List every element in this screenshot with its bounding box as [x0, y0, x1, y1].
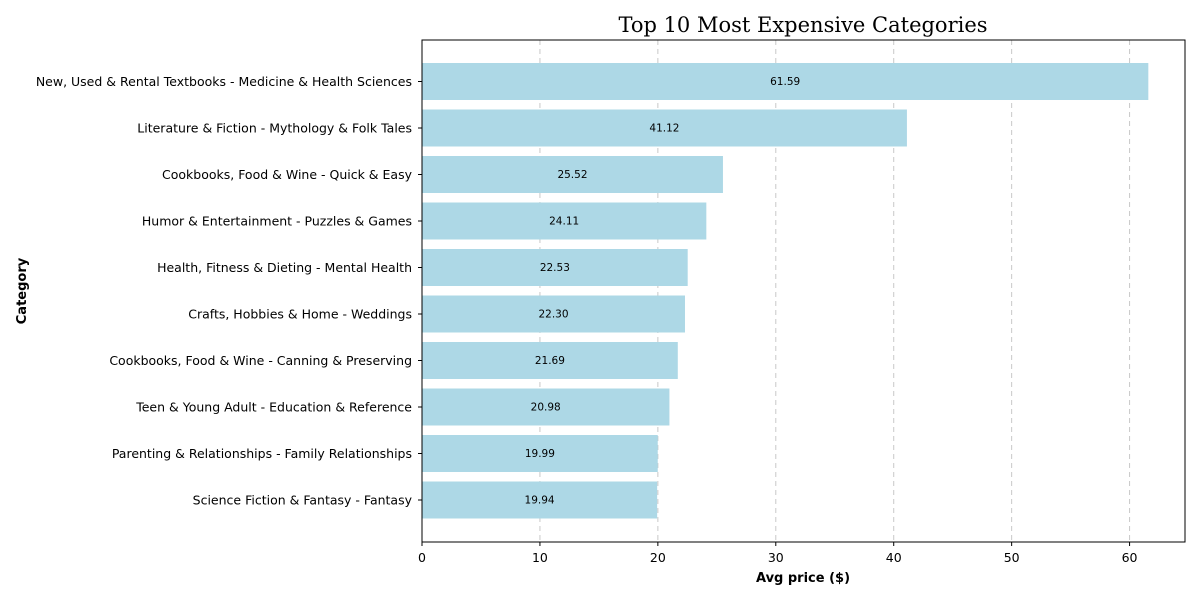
category-label: Science Fiction & Fantasy - Fantasy: [193, 493, 413, 508]
category-label: Parenting & Relationships - Family Relat…: [112, 446, 412, 461]
bar-value-label: 19.94: [525, 495, 555, 507]
value-labels: 61.59 41.12 25.52 24.11 22.53 22.30 21.69 20.98…: [525, 76, 801, 507]
bar: [422, 249, 688, 286]
x-tick-label: 20: [650, 550, 666, 565]
chart-title: Top 10 Most Expensive Categories: [618, 13, 987, 37]
bar-value-label: 22.30: [538, 309, 568, 321]
x-tick-label: 30: [768, 550, 784, 565]
bar-value-label: 19.99: [525, 448, 555, 460]
x-axis-title: Avg price ($): [756, 571, 850, 586]
bar: [422, 295, 685, 333]
bar-value-label: 25.52: [557, 169, 587, 181]
category-label: Humor & Entertainment - Puzzles & Games: [142, 214, 412, 229]
bar-value-label: 22.53: [540, 262, 570, 274]
x-tick-label: 50: [1004, 550, 1020, 565]
category-label: Crafts, Hobbies & Home - Weddings: [188, 307, 412, 322]
bar: [422, 109, 907, 147]
bar-value-label: 24.11: [549, 216, 579, 228]
category-label: Health, Fitness & Dieting - Mental Healt…: [157, 260, 412, 275]
category-label: Literature & Fiction - Mythology & Folk …: [137, 121, 412, 136]
category-label: Teen & Young Adult - Education & Referen…: [135, 400, 412, 415]
x-tick-label: 40: [886, 550, 902, 565]
x-tick-label: 0: [418, 550, 426, 565]
category-labels: New, Used & Rental Textbooks - Medicine …: [36, 74, 413, 508]
bar-value-label: 61.59: [770, 76, 800, 88]
bar: [422, 156, 723, 193]
bar-value-label: 41.12: [649, 123, 679, 135]
category-label: Cookbooks, Food & Wine - Quick & Easy: [162, 167, 413, 182]
category-label: Cookbooks, Food & Wine - Canning & Prese…: [109, 353, 412, 368]
bar: [422, 481, 658, 519]
x-tick-label: 10: [532, 550, 548, 565]
bar: [422, 388, 670, 426]
bar-value-label: 20.98: [531, 402, 561, 414]
category-label: New, Used & Rental Textbooks - Medicine …: [36, 74, 412, 89]
bar: [422, 435, 658, 472]
y-axis-title: Category: [15, 257, 30, 324]
x-ticks: 0 10 20 30 40 50 60: [418, 81, 1138, 565]
bars: [422, 63, 1149, 519]
plot-frame: [421, 39, 1186, 543]
bar: [422, 202, 707, 240]
bar-value-label: 21.69: [535, 355, 565, 367]
x-tick-label: 60: [1122, 550, 1138, 565]
bar: [422, 63, 1149, 100]
bar: [422, 342, 678, 379]
